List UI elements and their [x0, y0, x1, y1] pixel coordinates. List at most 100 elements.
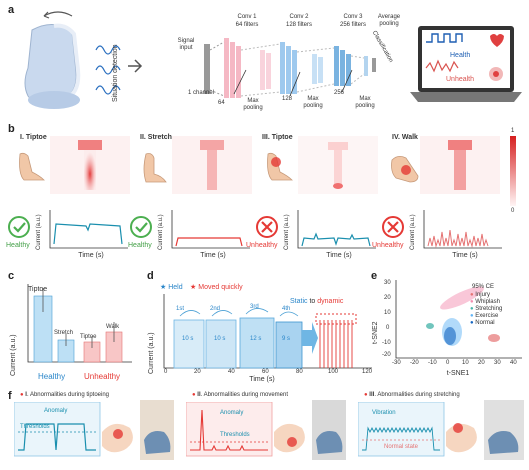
b-plot-2: [171, 210, 250, 249]
d-duration-2: 10 s: [214, 336, 226, 342]
colorbar-max: 1: [511, 128, 515, 134]
c-bar-label-tiptoe: Tiptoe: [28, 286, 48, 293]
conv3-size-label: 256: [334, 90, 345, 96]
check-icon: [130, 216, 152, 238]
cross-icon: [382, 216, 404, 238]
d-duration-1: 10 s: [182, 336, 194, 342]
e-ytick-4: 0: [386, 325, 390, 331]
f-shoe-2-illustration: [312, 400, 346, 460]
f-title-2: ● II. Abnormalities during movement: [192, 392, 289, 398]
c-group-healthy: Healthy: [38, 372, 66, 381]
b-colorbar: [510, 136, 516, 206]
d-line-chart: [163, 294, 372, 369]
d-xtick-0: 0: [164, 369, 168, 375]
cnn-architecture-diagram: [204, 38, 376, 98]
c-bar-label-walk: Walk: [106, 324, 120, 330]
b-xlabel-3: Time (s): [326, 252, 352, 259]
e-xtick-1: -30: [392, 360, 401, 366]
d-xtick-60: 60: [262, 369, 269, 375]
f-label-3a: Vibration: [372, 410, 396, 416]
e-legend-title: 95% CE: [472, 284, 495, 290]
d-xtick-20: 20: [194, 369, 201, 375]
d-xtick-120: 120: [362, 369, 373, 375]
f-label-2a: Anomaly: [220, 410, 244, 416]
panel-label-f: f: [8, 390, 12, 402]
panel-label-d: d: [147, 270, 154, 282]
b-heatmap-2: [172, 136, 252, 194]
c-bar-chart: [27, 284, 132, 363]
b-plot-3: [297, 210, 376, 249]
b-panel-2-title: II. Stretch: [140, 134, 172, 141]
d-duration-3: 12 s: [250, 336, 262, 342]
panel-label-c: c: [8, 270, 15, 282]
max-pooling-label-3: Max pooling: [355, 96, 375, 109]
d-cycle-1: 1st: [176, 306, 185, 312]
f-plot-1: [14, 402, 133, 457]
colorbar-min: 0: [511, 208, 515, 214]
e-legend-injury: ● Injury: [470, 292, 490, 298]
d-xtick-80: 80: [296, 369, 303, 375]
b-xlabel-1: Time (s): [78, 252, 104, 259]
f-title-3: ● III. Abnormalities during stretching: [364, 392, 460, 398]
e-xtick-5: 10: [462, 360, 469, 366]
foot-injured-walk-icon: [391, 156, 419, 183]
panel-label-a: a: [8, 4, 15, 16]
b-status-1: Healthy: [6, 242, 30, 249]
b-heatmap-1: [50, 136, 130, 194]
d-duration-4: 9 s: [282, 336, 291, 342]
conv1-title: Conv 1: [237, 14, 257, 20]
foot-tiptoe-icon: [19, 152, 45, 181]
e-xtick-6: 20: [478, 360, 485, 366]
e-xtick-2: -20: [410, 360, 419, 366]
d-legend-moved: ★ Moved quickly: [190, 284, 243, 291]
b-status-3: Unhealthy: [246, 242, 278, 249]
panel-label-b: b: [8, 123, 15, 135]
b-panel-4-title: IV. Walk: [392, 134, 418, 141]
e-ytick-6: -20: [382, 352, 391, 358]
c-bar-label-tiptoe-2: Tiptoe: [80, 334, 97, 340]
foot-injured-tiptoe-icon: [267, 152, 293, 181]
f-label-1a: Anomaly: [44, 408, 68, 414]
e-ytick-3: 10: [384, 310, 391, 316]
b-xlabel-2: Time (s): [200, 252, 226, 259]
b-ylabel-1: Current (a.u.): [36, 214, 42, 250]
conv2-filters: 128 filters: [285, 22, 312, 28]
f-shoe-1-illustration: [140, 400, 174, 460]
e-xtick-7: 30: [494, 360, 501, 366]
b-heatmap-3: [298, 136, 378, 194]
b-status-4: Unhealthy: [372, 242, 404, 249]
max-pooling-label-2: Max pooling: [303, 96, 323, 109]
sock-foot-illustration: [24, 11, 81, 109]
conv3-filters: 256 filters: [339, 22, 366, 28]
f-label-1b: Thresholds: [20, 424, 50, 430]
f-title-1: ● I. Abnormalities during tiptoeing: [20, 392, 110, 398]
foot-stretch-icon: [143, 153, 167, 183]
health-label: Health: [450, 52, 471, 59]
b-xlabel-4: Time (s): [452, 252, 478, 259]
d-xtick-40: 40: [228, 369, 235, 375]
d-xlabel: Time (s): [249, 376, 275, 383]
unhealth-label: Unhealth: [446, 76, 475, 83]
average-pooling-label: Average pooling: [377, 14, 401, 27]
f-label-2b: Thresholds: [220, 432, 250, 438]
f-shoe-3-illustration: [484, 400, 524, 460]
d-static-to-dynamic: Static to dynamic: [290, 298, 344, 305]
c-group-unhealthy: Unhealthy: [84, 372, 121, 381]
b-status-2: Healthy: [128, 242, 152, 249]
e-tsne-plot: [395, 280, 522, 359]
conv1-filters: 64 filters: [235, 22, 259, 28]
d-cycle-3: 3rd: [250, 304, 259, 310]
b-ylabel-2: Current (a.u.): [158, 214, 164, 250]
e-legend-normal: ● Normal: [470, 320, 495, 326]
signal-input-label: Signal input: [177, 38, 195, 51]
f-plot-3: [358, 402, 477, 457]
d-legend-held: ★ Held: [160, 284, 183, 291]
laptop-illustration: [410, 26, 522, 102]
b-panel-3-title: III. Tiptoe: [262, 134, 293, 141]
e-xlabel: t-SNE1: [446, 370, 470, 377]
b-ylabel-4: Current (a.u.): [410, 214, 416, 250]
b-plot-4: [423, 210, 502, 249]
panel-label-e: e: [371, 270, 378, 282]
c-bar-label-stretch: Stretch: [54, 330, 74, 336]
e-ytick-2: 20: [384, 295, 391, 301]
